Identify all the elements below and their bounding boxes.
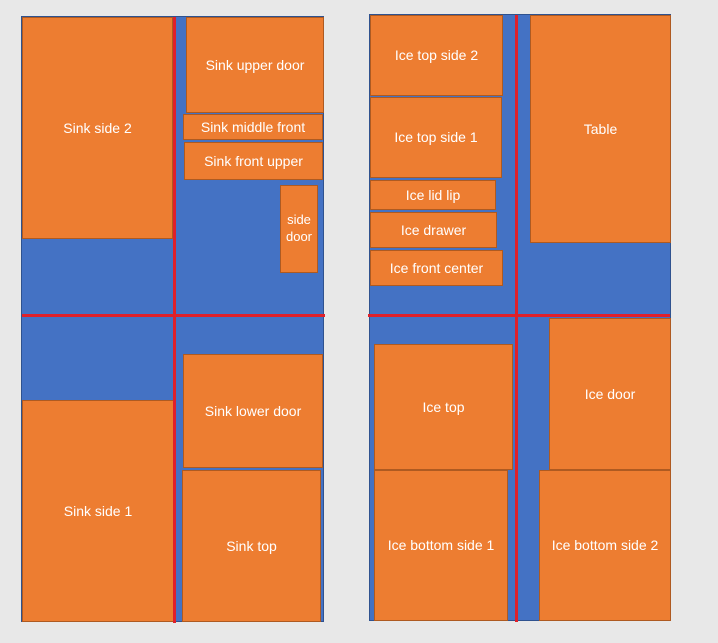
piece-ice-bottom-side-1: Ice bottom side 1 <box>374 470 508 621</box>
piece-sink-lower-door: Sink lower door <box>183 354 323 468</box>
piece-ice-top-side-2: Ice top side 2 <box>370 15 503 96</box>
piece-ice-door: Ice door <box>549 318 671 470</box>
piece-ice-drawer: Ice drawer <box>370 212 497 248</box>
right-horizontal-cut-line <box>368 314 670 317</box>
piece-sink-middle-front: Sink middle front <box>183 114 323 140</box>
piece-table: Table <box>530 15 671 243</box>
left-horizontal-cut-line <box>22 314 325 317</box>
piece-sink-front-upper: Sink front upper <box>184 142 323 180</box>
left-vertical-cut-line <box>173 17 176 623</box>
piece-ice-bottom-side-2: Ice bottom side 2 <box>539 470 671 621</box>
piece-ice-top-side-1: Ice top side 1 <box>370 97 502 178</box>
right-vertical-cut-line <box>515 15 518 622</box>
piece-sink-side-1: Sink side 1 <box>22 400 174 622</box>
piece-sink-upper-door: Sink upper door <box>186 17 324 113</box>
piece-sink-top: Sink top <box>182 470 321 622</box>
right-sheet: Ice top side 2 Ice top side 1 Ice lid li… <box>368 14 671 622</box>
piece-ice-top: Ice top <box>374 344 513 470</box>
piece-sink-side-2: Sink side 2 <box>22 17 173 239</box>
piece-ice-lid-lip: Ice lid lip <box>370 180 496 210</box>
piece-ice-front-center: Ice front center <box>370 250 503 286</box>
piece-side-door: side door <box>280 185 318 273</box>
left-sheet: Sink side 2 Sink upper door Sink middle … <box>21 16 325 623</box>
